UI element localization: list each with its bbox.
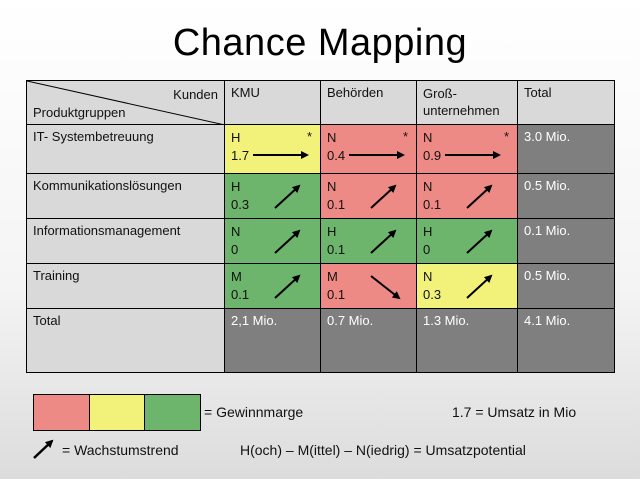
trend-arrow-right-icon <box>443 141 505 170</box>
row-total: 0.1 Mio. <box>517 218 615 264</box>
revenue-value: 0 <box>423 242 431 257</box>
total-overall: 4.1 Mio. <box>517 308 615 373</box>
potential-rating: H <box>327 224 337 239</box>
legend-umsatz-label: 1.7 = Umsatz in Mio <box>452 404 577 420</box>
row-label-total: Total <box>26 308 225 373</box>
table-row: IT- Systembetreuung H 1.7 * N 0.4 * N 0.9 * 3.0 Mi… <box>26 124 615 174</box>
potential-rating: H <box>231 130 241 145</box>
legend-trend-label: = Wachstumstrend <box>62 442 179 458</box>
revenue-value: 1.7 <box>231 148 250 163</box>
potential-rating: N <box>231 224 241 239</box>
cell-kmu: M 0.1 <box>224 263 321 309</box>
corner-label-produktgruppen: Produktgruppen <box>33 105 126 120</box>
corner-diagonal <box>27 81 225 125</box>
cell-kmu: H 1.7 * <box>224 124 321 174</box>
trend-arrow-up-icon <box>367 180 403 217</box>
potential-rating: H <box>231 179 241 194</box>
trend-arrow-up-icon <box>271 180 307 217</box>
total-behoerden: 0.7 Mio. <box>320 308 417 373</box>
revenue-value: 0.4 <box>327 148 346 163</box>
trend-arrow-up-icon <box>271 270 307 307</box>
margin-color-legend <box>33 394 201 431</box>
trend-arrow-right-icon <box>251 141 313 170</box>
corner-cell: Kunden Produktgruppen <box>26 80 225 125</box>
page-title: Chance Mapping <box>172 22 468 64</box>
revenue-value: 0.1 <box>423 197 442 212</box>
revenue-value: 0.1 <box>327 197 346 212</box>
table-row: Informationsmanagement N 0 H 0.1 H 0 0.1 Mio. <box>26 218 615 264</box>
trend-arrow-up-icon <box>463 180 499 217</box>
star-marker: * <box>503 129 509 144</box>
potential-rating: N <box>423 269 433 284</box>
cell-grossunternehmen: N 0.1 <box>416 173 518 219</box>
revenue-value: 0.3 <box>423 287 442 302</box>
cell-behoerden: M 0.1 <box>320 263 417 309</box>
row-label: Informationsmanagement <box>26 218 225 264</box>
potential-rating: N <box>327 179 337 194</box>
legend-margin-label: = Gewinnmarge <box>204 404 304 420</box>
column-header-behoerden: Behörden <box>320 80 417 125</box>
potential-rating: N <box>423 179 433 194</box>
corner-label-kunden: Kunden <box>173 87 218 102</box>
row-total: 0.5 Mio. <box>517 263 615 309</box>
cell-behoerden: N 0.1 <box>320 173 417 219</box>
cell-grossunternehmen: N 0.3 <box>416 263 518 309</box>
legend-trend-arrow-icon <box>33 439 54 459</box>
total-row: Total 2,1 Mio. 0.7 Mio. 1.3 Mio. 4.1 Mio… <box>26 308 615 373</box>
legend-potential-label: H(och) – M(ittel) – N(iedrig) = Umsatzpo… <box>240 442 526 458</box>
cell-kmu: H 0.3 <box>224 173 321 219</box>
revenue-value: 0.9 <box>423 148 442 163</box>
column-header-grossunternehmen: Groß- unternehmen <box>416 80 518 125</box>
revenue-value: 0.1 <box>327 242 346 257</box>
potential-rating: M <box>327 269 338 284</box>
table-row: Training M 0.1 M 0.1 N 0.3 0.5 Mio. <box>26 263 615 309</box>
revenue-value: 0.3 <box>231 197 250 212</box>
trend-arrow-down-icon <box>367 270 403 307</box>
chance-mapping-table: Kunden Produktgruppen KMU Behörden Groß-… <box>26 80 615 373</box>
cell-behoerden: N 0.4 * <box>320 124 417 174</box>
trend-arrow-up-icon <box>463 225 499 262</box>
cell-behoerden: H 0.1 <box>320 218 417 264</box>
row-total: 0.5 Mio. <box>517 173 615 219</box>
trend-arrow-right-icon <box>347 141 409 170</box>
revenue-value: 0.1 <box>231 287 250 302</box>
total-grossunternehmen: 1.3 Mio. <box>416 308 518 373</box>
cell-grossunternehmen: N 0.9 * <box>416 124 518 174</box>
header-row: Kunden Produktgruppen KMU Behörden Groß-… <box>26 80 615 125</box>
row-label: Training <box>26 263 225 309</box>
potential-rating: N <box>327 130 337 145</box>
legend-swatch-yellow <box>89 395 146 430</box>
star-marker: * <box>402 129 408 144</box>
potential-rating: M <box>231 269 242 284</box>
potential-rating: H <box>423 224 433 239</box>
table-row: Kommunikationslösungen H 0.3 N 0.1 N 0.1 0.5 Mi… <box>26 173 615 219</box>
column-header-kmu: KMU <box>224 80 321 125</box>
revenue-value: 0.1 <box>327 287 346 302</box>
trend-arrow-up-icon <box>463 270 499 307</box>
row-label: Kommunikationslösungen <box>26 173 225 219</box>
trend-arrow-up-icon <box>367 225 403 262</box>
potential-rating: N <box>423 130 433 145</box>
row-total: 3.0 Mio. <box>517 124 615 174</box>
column-header-total: Total <box>517 80 615 125</box>
trend-arrow-up-icon <box>271 225 307 262</box>
star-marker: * <box>306 129 312 144</box>
legend-swatch-green <box>145 395 201 430</box>
row-label: IT- Systembetreuung <box>26 124 225 174</box>
total-kmu: 2,1 Mio. <box>224 308 321 373</box>
revenue-value: 0 <box>231 242 239 257</box>
legend-swatch-red <box>34 395 90 430</box>
